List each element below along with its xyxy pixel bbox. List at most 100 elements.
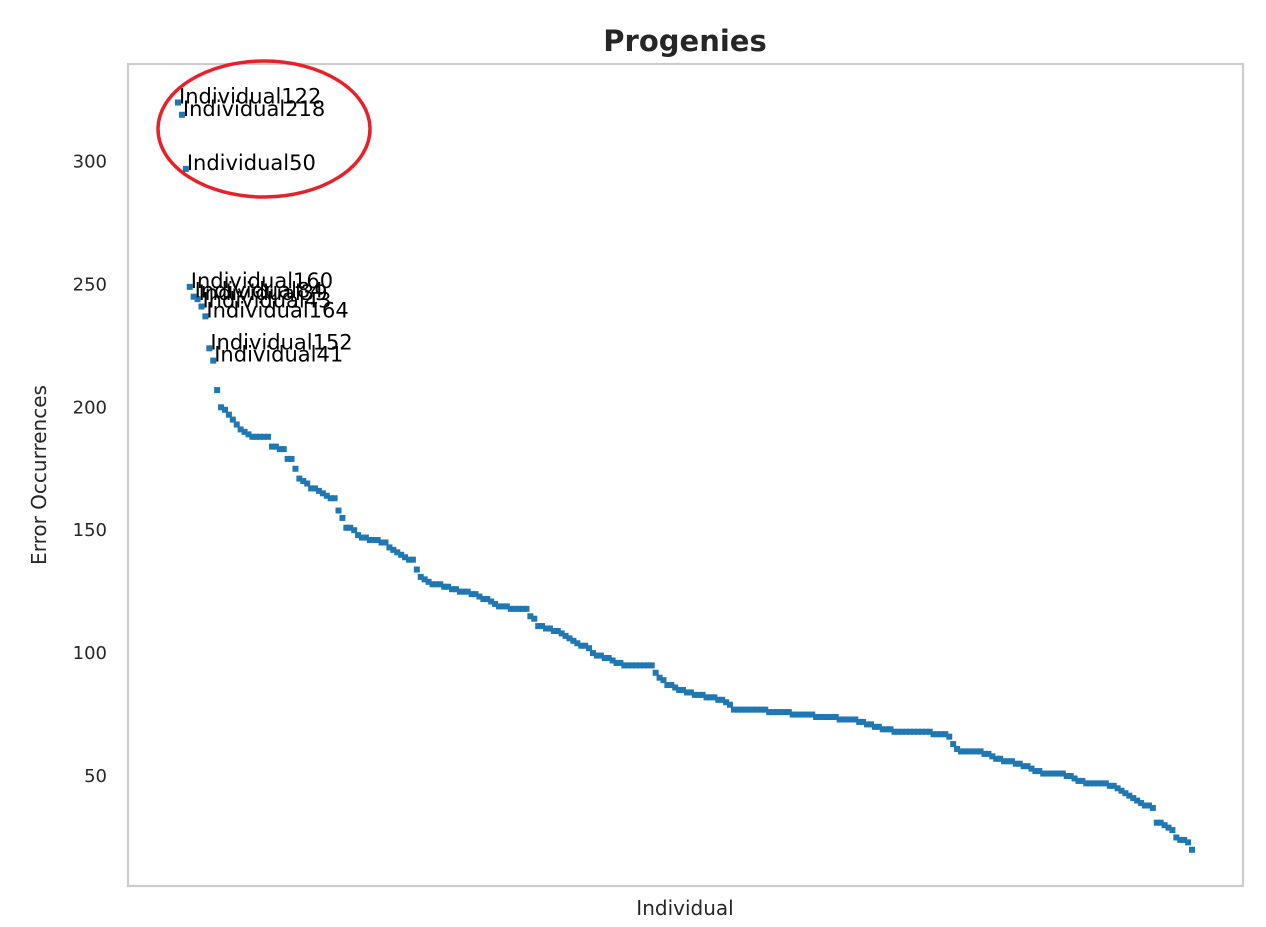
data-point bbox=[194, 296, 201, 303]
data-point bbox=[175, 99, 181, 106]
data-point bbox=[331, 495, 338, 502]
data-point bbox=[413, 566, 420, 573]
data-point bbox=[965, 748, 972, 755]
data-point bbox=[985, 750, 992, 757]
data-point bbox=[640, 662, 647, 669]
y-tick-label: 100 bbox=[73, 643, 107, 664]
data-point bbox=[241, 428, 248, 435]
data-point bbox=[464, 588, 471, 595]
data-point bbox=[895, 728, 902, 735]
data-point bbox=[1169, 827, 1176, 834]
data-point bbox=[433, 581, 440, 588]
data-point bbox=[296, 475, 303, 482]
data-point bbox=[691, 691, 698, 698]
data-point bbox=[1001, 758, 1008, 765]
data-point bbox=[644, 662, 651, 669]
data-point bbox=[300, 478, 307, 485]
data-point bbox=[1044, 770, 1051, 777]
data-point bbox=[1173, 834, 1180, 841]
data-point bbox=[476, 593, 483, 600]
data-point bbox=[754, 706, 761, 713]
data-point bbox=[402, 554, 409, 561]
data-point bbox=[848, 716, 855, 723]
data-point bbox=[652, 669, 659, 676]
annotation-label: Individual164 bbox=[206, 298, 348, 322]
data-point bbox=[1185, 839, 1192, 846]
data-point bbox=[445, 583, 452, 590]
data-point bbox=[1059, 770, 1066, 777]
data-point bbox=[460, 588, 467, 595]
data-point bbox=[1008, 758, 1015, 765]
data-point bbox=[1153, 819, 1160, 826]
data-point bbox=[954, 745, 961, 752]
annotation-label: Individual84 bbox=[195, 279, 324, 303]
y-tick-label: 150 bbox=[73, 520, 107, 541]
data-point bbox=[676, 686, 683, 693]
data-point bbox=[636, 662, 643, 669]
data-point bbox=[938, 731, 945, 738]
data-point bbox=[582, 642, 589, 649]
data-point bbox=[237, 426, 244, 433]
data-point bbox=[867, 721, 874, 728]
data-point bbox=[574, 640, 581, 647]
data-point bbox=[907, 728, 914, 735]
data-point bbox=[272, 443, 279, 450]
data-point bbox=[218, 404, 225, 411]
data-point bbox=[664, 682, 671, 689]
data-point bbox=[597, 652, 604, 659]
data-point bbox=[860, 718, 867, 725]
data-point bbox=[1091, 780, 1098, 787]
data-point bbox=[723, 699, 730, 706]
data-point bbox=[711, 694, 718, 701]
data-point bbox=[535, 623, 542, 630]
data-point bbox=[719, 696, 726, 703]
data-point bbox=[288, 455, 295, 462]
data-point bbox=[903, 728, 910, 735]
data-point bbox=[981, 750, 988, 757]
data-point bbox=[202, 313, 209, 320]
data-point bbox=[730, 706, 737, 713]
data-point bbox=[539, 623, 546, 630]
data-point bbox=[660, 677, 667, 684]
data-point bbox=[695, 691, 702, 698]
data-point bbox=[206, 345, 213, 352]
data-point bbox=[480, 596, 487, 603]
data-point bbox=[531, 615, 538, 622]
data-point bbox=[1004, 758, 1011, 765]
data-point bbox=[511, 605, 518, 612]
data-point bbox=[421, 576, 428, 583]
data-point bbox=[613, 659, 620, 666]
data-point bbox=[405, 556, 412, 563]
data-point bbox=[1032, 768, 1039, 775]
annotation-label: Individual50 bbox=[187, 151, 316, 175]
y-tick-label: 200 bbox=[73, 397, 107, 418]
data-point bbox=[1157, 819, 1164, 826]
highlight-ellipse bbox=[156, 59, 372, 199]
data-point bbox=[1051, 770, 1058, 777]
data-point bbox=[1145, 802, 1152, 809]
data-point bbox=[1130, 795, 1137, 802]
data-point bbox=[362, 534, 369, 541]
data-point bbox=[429, 581, 436, 588]
data-point bbox=[922, 728, 929, 735]
data-point bbox=[449, 586, 456, 593]
data-point bbox=[441, 583, 448, 590]
data-point bbox=[774, 709, 780, 716]
data-point bbox=[351, 527, 358, 534]
data-point bbox=[229, 416, 236, 423]
data-point bbox=[394, 549, 401, 556]
data-point bbox=[315, 487, 322, 494]
data-point bbox=[633, 662, 640, 669]
data-point bbox=[977, 748, 984, 755]
y-axis-ticks: 50 100 150 200 250 300 bbox=[73, 152, 107, 788]
data-point bbox=[809, 711, 816, 718]
data-point bbox=[515, 605, 522, 612]
data-point bbox=[527, 613, 534, 620]
y-tick-label: 50 bbox=[84, 766, 107, 787]
data-point bbox=[687, 689, 694, 696]
data-point bbox=[1102, 780, 1109, 787]
data-point bbox=[989, 753, 996, 760]
y-tick-label: 250 bbox=[73, 274, 107, 295]
data-point bbox=[382, 539, 389, 546]
